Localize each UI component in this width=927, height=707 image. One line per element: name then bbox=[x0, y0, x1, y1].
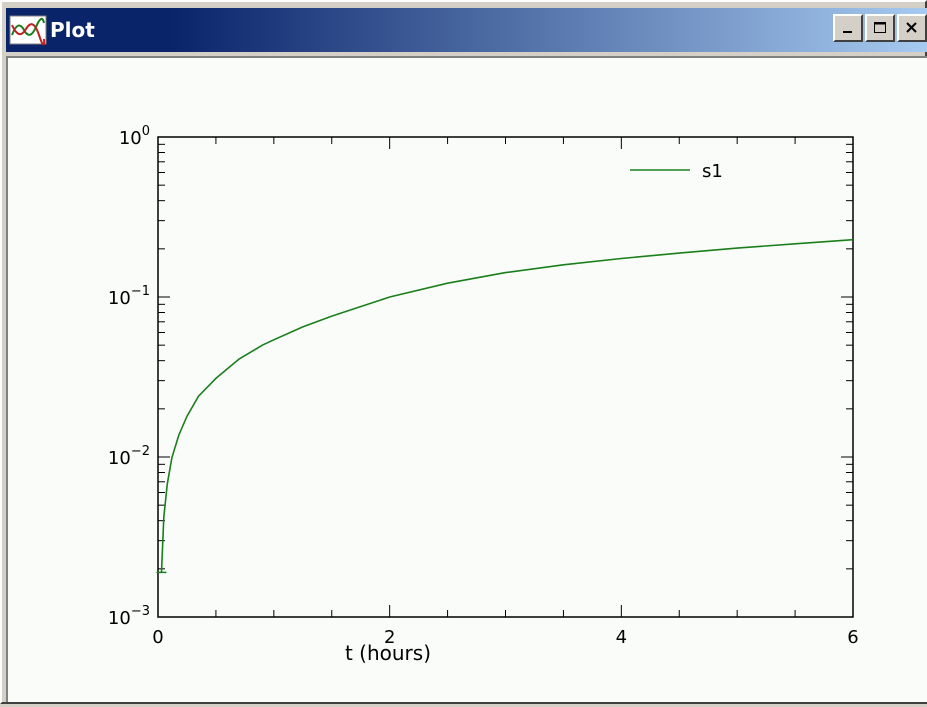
x-tick-label: 0 bbox=[152, 627, 163, 648]
axes-frame bbox=[157, 136, 854, 618]
close-icon bbox=[906, 22, 917, 33]
x-tick-label: 6 bbox=[847, 627, 858, 648]
title-buttons bbox=[833, 14, 927, 42]
legend: s1 bbox=[630, 161, 723, 182]
axis-tick-labels: 0 2 4 6 10−3 10−2 10−1 100 bbox=[108, 124, 859, 648]
series-layer bbox=[156, 238, 854, 574]
x-tick-label: 2 bbox=[384, 627, 395, 648]
y-tick-label: 10−2 bbox=[108, 444, 150, 469]
plot-app-icon[interactable] bbox=[8, 13, 48, 47]
line-chart: 0 2 4 6 10−3 10−2 10−1 100 s1 t (hours) bbox=[108, 124, 859, 665]
minimize-icon bbox=[843, 31, 852, 33]
series-line-s1 bbox=[160, 238, 854, 573]
y-tick-label: 10−3 bbox=[108, 604, 150, 629]
minimize-button[interactable] bbox=[833, 14, 863, 42]
axis-ticks bbox=[157, 136, 854, 618]
plot-frame bbox=[157, 136, 854, 618]
x-axis-label: t (hours) bbox=[345, 641, 431, 665]
title-bar[interactable]: Plot bbox=[6, 8, 927, 52]
close-button[interactable] bbox=[897, 14, 927, 42]
maximize-icon bbox=[874, 22, 886, 33]
x-tick-label: 4 bbox=[616, 627, 627, 648]
plot-client-area: 0 2 4 6 10−3 10−2 10−1 100 s1 t (hours) bbox=[6, 56, 927, 702]
window-title: Plot bbox=[50, 18, 95, 42]
maximize-button[interactable] bbox=[865, 14, 895, 42]
y-tick-label: 10−1 bbox=[108, 284, 150, 309]
y-tick-label: 100 bbox=[119, 124, 150, 149]
legend-label: s1 bbox=[702, 161, 723, 182]
